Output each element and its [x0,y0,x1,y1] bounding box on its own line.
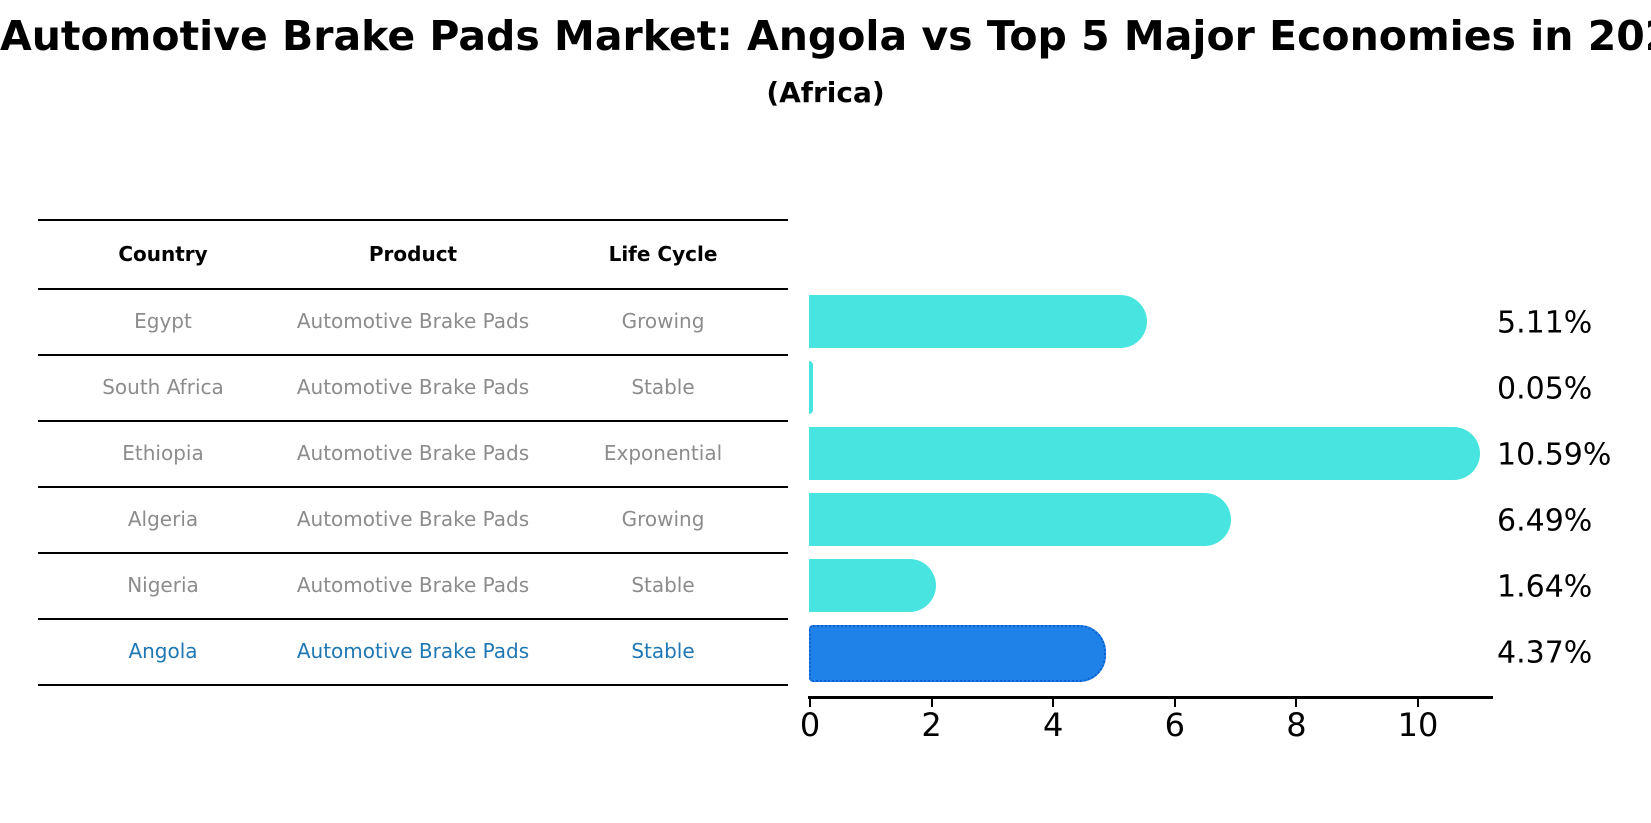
bar-highlight-angola [809,624,1106,682]
country-cell: Algeria [127,507,199,531]
product-cell: Automotive Brake Pads [296,309,530,333]
product-cell: Automotive Brake Pads [296,639,530,663]
chart-title: Automotive Brake Pads Market: Angola vs … [0,12,1651,60]
life-cycle-cell: Stable [631,573,695,597]
table-separator-line [38,288,788,290]
bar-value-label: 5.11% [1497,305,1593,341]
product-cell: Automotive Brake Pads [296,375,530,399]
bar-value-label: 0.05% [1497,371,1593,407]
x-axis-tick-label: 6 [1164,706,1185,744]
x-axis-tick-label: 8 [1286,706,1307,744]
x-axis-tick [1052,698,1055,707]
bar-ethiopia [809,426,1480,480]
table-separator-line [38,219,788,221]
x-axis-tick-label: 4 [1043,706,1064,744]
bar-egypt [809,294,1147,348]
table-separator-line [38,618,788,620]
table-separator-line [38,354,788,356]
table-separator-line [38,684,788,686]
x-axis-tick [930,698,933,707]
x-axis-tick [809,698,811,707]
bar-value-label: 4.37% [1497,635,1593,671]
country-cell: Nigeria [127,573,199,597]
bar-value-label: 1.64% [1497,569,1593,605]
bar-algeria [809,492,1231,546]
x-axis-tick-label: 10 [1397,706,1439,744]
product-cell: Automotive Brake Pads [296,441,530,465]
table-header-product: Product [368,241,458,266]
table-separator-line [38,420,788,422]
table-header-country: Country [118,241,208,266]
bar-south-africa [809,360,814,414]
x-axis-line [808,696,1493,699]
country-cell: Ethiopia [122,441,204,465]
table-separator-line [38,552,788,554]
life-cycle-cell: Stable [631,375,695,399]
x-axis-tick-label: 0 [799,706,821,744]
product-cell: Automotive Brake Pads [296,507,530,531]
chart-subtitle: (Africa) [766,76,885,109]
bar-value-label: 6.49% [1497,503,1593,539]
country-cell: South Africa [102,375,224,399]
life-cycle-cell: Growing [621,507,705,531]
x-axis-tick [1295,698,1298,707]
table-header-life-cycle: Life Cycle [608,241,718,266]
life-cycle-cell: Exponential [603,441,723,465]
life-cycle-cell: Stable [631,639,695,663]
country-cell: Egypt [134,309,192,333]
life-cycle-cell: Growing [621,309,705,333]
product-cell: Automotive Brake Pads [296,573,530,597]
bar-value-label: 10.59% [1497,437,1612,473]
table-separator-line [38,486,788,488]
x-axis-tick [1173,698,1176,707]
country-cell: Angola [128,639,198,663]
x-axis-tick [1417,698,1419,707]
bar-nigeria [809,558,936,612]
x-axis-tick-label: 2 [921,706,942,744]
